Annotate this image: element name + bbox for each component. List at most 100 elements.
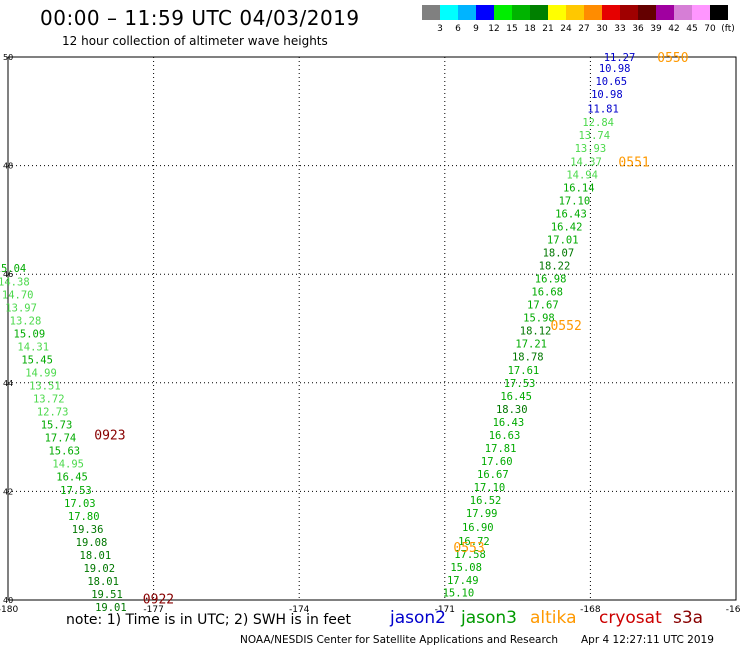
swh-value-jason3: 14.70 bbox=[2, 289, 34, 301]
map-title: 00:00 – 11:59 UTC 04/03/2019 bbox=[40, 6, 360, 30]
pass-time-label: 0552 bbox=[550, 319, 581, 334]
pass-time-label: 0553 bbox=[453, 541, 484, 556]
legend-altika: altika bbox=[530, 608, 577, 628]
swh-value-jason2: 10.65 bbox=[595, 76, 627, 88]
swh-value-jason2: 14.37 bbox=[570, 156, 602, 168]
colorbar-label: 3 bbox=[437, 24, 443, 34]
swh-value-jason2: 11.27 bbox=[604, 52, 636, 64]
longitude-tick-label: -177 bbox=[143, 605, 163, 615]
colorbar-label: 6 bbox=[455, 24, 461, 34]
latitude-tick-label: 48 bbox=[3, 162, 13, 171]
swh-value-jason3: 14.99 bbox=[25, 367, 57, 379]
swh-value-jason3: 12.73 bbox=[37, 407, 69, 419]
colorbar-swatch bbox=[710, 5, 728, 20]
colorbar-label: 27 bbox=[578, 24, 590, 34]
colorbar-label: 70 bbox=[704, 24, 716, 34]
colorbar-swatch bbox=[656, 5, 674, 20]
colorbar-label: 33 bbox=[614, 24, 626, 34]
swh-value-jason2: 16.67 bbox=[477, 469, 509, 481]
colorbar-label: 21 bbox=[542, 24, 554, 34]
swh-value-jason2: 18.22 bbox=[539, 261, 571, 273]
colorbar-label: 24 bbox=[560, 24, 572, 34]
pass-time-label: 0922 bbox=[143, 592, 174, 607]
swh-value-jason3: 14.38 bbox=[0, 276, 30, 288]
colorbar-swatch bbox=[512, 5, 530, 20]
swh-value-jason2: 16.14 bbox=[563, 182, 595, 194]
colorbar-swatch bbox=[494, 5, 512, 20]
swh-value-jason2: 16.72 bbox=[458, 536, 490, 548]
swh-value-jason2: 16.43 bbox=[555, 208, 587, 220]
swh-value-jason2: 17.10 bbox=[559, 195, 591, 207]
swh-value-jason3: 17.03 bbox=[64, 498, 96, 510]
swh-value-jason3: 15.45 bbox=[21, 354, 53, 366]
longitude-tick-label: -174 bbox=[289, 605, 310, 615]
colorbar-label: 39 bbox=[650, 24, 662, 34]
swh-value-jason2: 15.98 bbox=[523, 313, 555, 325]
swh-value-jason2: 16.43 bbox=[493, 417, 525, 429]
swh-value-jason2: 18.07 bbox=[543, 247, 575, 259]
pass-time-label: 0551 bbox=[618, 155, 649, 170]
longitude-tick-label: -165 bbox=[726, 605, 740, 615]
swh-value-jason3: 17.53 bbox=[60, 485, 92, 497]
legend-s3a: s3a bbox=[673, 608, 704, 628]
swh-value-jason3: 15.63 bbox=[48, 446, 80, 458]
swh-value-jason2: 15.10 bbox=[443, 587, 475, 599]
swh-value-jason2: 14.94 bbox=[566, 169, 598, 181]
swh-value-jason3: 18.01 bbox=[80, 550, 112, 562]
swh-value-jason2: 16.63 bbox=[489, 430, 521, 442]
swh-value-jason2: 18.78 bbox=[512, 352, 544, 364]
pass-time-label: 0550 bbox=[657, 51, 688, 66]
swh-value-jason3: 15.09 bbox=[14, 328, 46, 340]
colorbar-swatch bbox=[458, 5, 476, 20]
swh-value-jason3: 19.02 bbox=[83, 563, 115, 575]
swh-value-jason2: 17.99 bbox=[466, 508, 498, 520]
longitude-tick-label: -171 bbox=[435, 605, 455, 615]
swh-value-jason2: 17.10 bbox=[474, 482, 506, 494]
swh-value-jason3: 14.95 bbox=[52, 459, 84, 471]
swh-value-jason3: 16.45 bbox=[56, 472, 88, 484]
swh-value-jason3: 13.28 bbox=[10, 315, 42, 327]
colorbar-label: 15 bbox=[506, 24, 518, 34]
colorbar-label: 36 bbox=[632, 24, 644, 34]
swh-value-jason3: 19.08 bbox=[76, 537, 108, 549]
colorbar-swatch bbox=[602, 5, 620, 20]
swh-value-jason2: 13.93 bbox=[575, 143, 607, 155]
colorbar-swatch bbox=[620, 5, 638, 20]
swh-value-jason3: 19.51 bbox=[91, 589, 123, 601]
colorbar-swatch bbox=[476, 5, 494, 20]
latitude-tick-label: 46 bbox=[3, 270, 13, 279]
swh-value-jason3: 19.36 bbox=[72, 524, 104, 536]
legend-jason3: jason3 bbox=[461, 608, 517, 628]
latitude-tick-label: 44 bbox=[3, 379, 13, 388]
swh-value-jason2: 17.01 bbox=[547, 234, 579, 246]
legend-cryosat: cryosat bbox=[599, 608, 662, 628]
colorbar-label: 30 bbox=[596, 24, 608, 34]
swh-value-jason3: 13.97 bbox=[5, 302, 37, 314]
colorbar-label: 12 bbox=[488, 24, 500, 34]
swh-value-jason2: 18.12 bbox=[520, 326, 552, 338]
generation-timestamp: Apr 4 12:27:11 UTC 2019 bbox=[581, 634, 714, 646]
swh-value-jason2: 16.90 bbox=[462, 522, 494, 534]
map-frame bbox=[7, 56, 737, 601]
swh-value-jason2: 16.68 bbox=[531, 287, 563, 299]
swh-value-jason2: 17.61 bbox=[508, 365, 540, 377]
longitude-tick-label: -180 bbox=[0, 605, 18, 615]
swh-value-jason3: 17.80 bbox=[68, 511, 100, 523]
swh-value-jason2: 16.42 bbox=[551, 221, 583, 233]
swh-value-jason2: 10.98 bbox=[599, 63, 631, 75]
swh-value-jason2: 17.67 bbox=[527, 300, 559, 312]
swh-value-jason3: 14.31 bbox=[17, 341, 49, 353]
pass-time-label: 0923 bbox=[94, 428, 125, 443]
swh-value-jason2: 17.81 bbox=[485, 443, 517, 455]
swh-value-jason3: 15.04 bbox=[0, 263, 26, 275]
latitude-tick-label: 50 bbox=[3, 53, 13, 62]
units-note: note: 1) Time is in UTC; 2) SWH is in fe… bbox=[66, 612, 352, 628]
colorbar-swatch bbox=[584, 5, 602, 20]
colorbar-swatch bbox=[422, 5, 440, 20]
map-subtitle: 12 hour collection of altimeter wave hei… bbox=[62, 34, 328, 48]
colorbar-swatch bbox=[638, 5, 656, 20]
latitude-tick-label: 42 bbox=[3, 487, 13, 496]
latitude-tick-label: 40 bbox=[3, 596, 13, 605]
colorbar-swatch bbox=[566, 5, 584, 20]
